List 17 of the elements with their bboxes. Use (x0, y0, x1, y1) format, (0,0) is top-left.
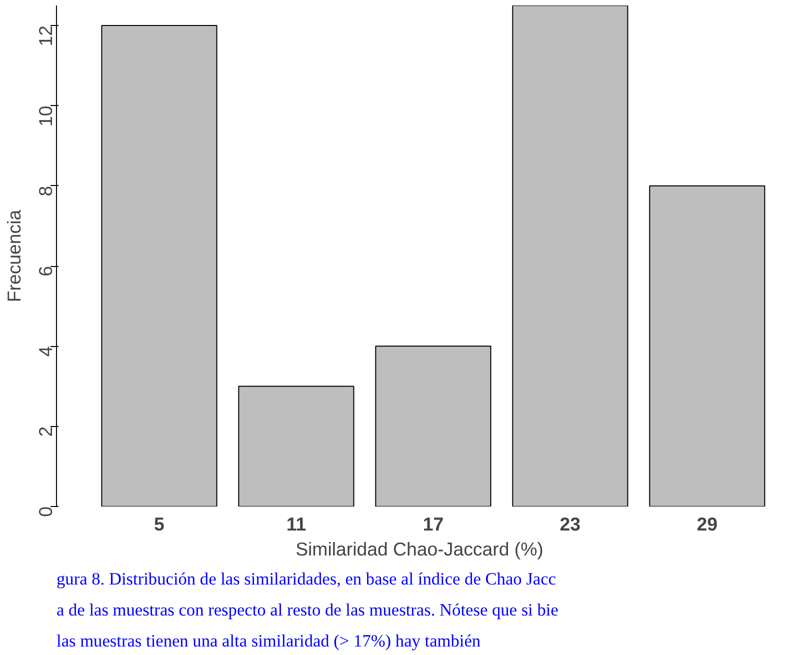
y-tick-label: 12 (35, 26, 56, 46)
y-tick-label: 10 (35, 106, 56, 126)
x-tick-label: 23 (560, 514, 581, 534)
text: gura 8. Distribución de las similaridades, en base al índice de Chao Jacc (56, 570, 556, 588)
x-axis-title: Similaridad Chao-Jaccard (%) (296, 538, 544, 560)
y-tick-label: 8 (35, 186, 56, 196)
x-tick-label: 17 (422, 514, 444, 534)
x-tick-label: 11 (286, 514, 306, 534)
text: a de las muestras con respecto al resto de las muestras. Nótese que si bie (56, 600, 559, 620)
x-tick-label: 29 (696, 514, 718, 534)
y-tick-label: 0 (35, 506, 56, 517)
y-axis-title: Frecuencia (4, 209, 24, 302)
y-tick-label: 2 (35, 426, 56, 437)
x-tick-label: 5 (154, 514, 164, 534)
y-tick-label: 4 (35, 346, 56, 357)
text: las muestras tienen una alta similaridad (> 17%) hay también (56, 632, 481, 650)
y-tick-label: 6 (35, 266, 56, 276)
